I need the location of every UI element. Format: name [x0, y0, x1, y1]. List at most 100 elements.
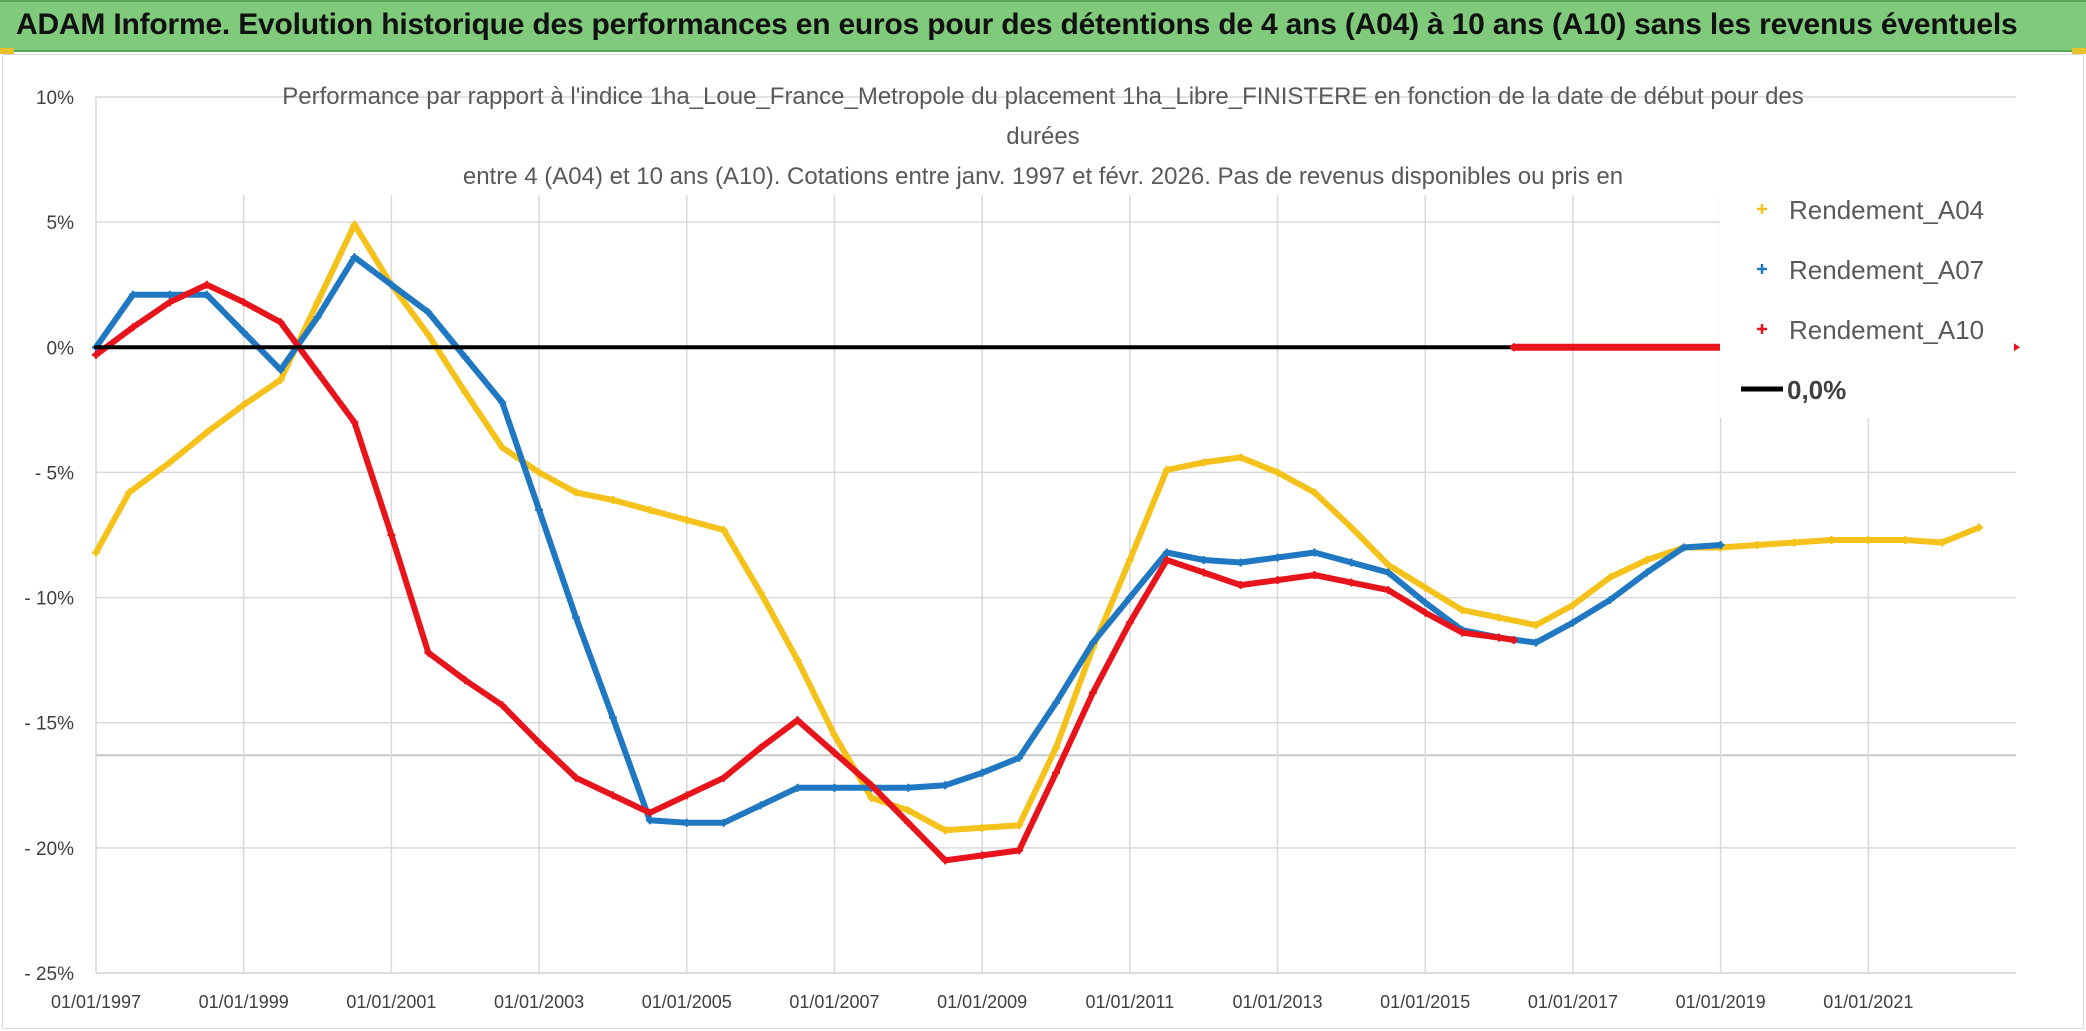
y-tick-label: - 5% — [35, 463, 74, 484]
y-tick-label: - 25% — [24, 964, 74, 985]
chart-title-line: entre 4 (A04) et 10 ans (A10). Cotations… — [463, 163, 1623, 190]
data-point — [682, 791, 691, 800]
legend-background — [1720, 182, 2020, 418]
data-point — [128, 323, 137, 332]
data-point — [1125, 593, 1134, 602]
x-tick-label: 01/01/2015 — [1380, 992, 1470, 1012]
data-point — [1384, 561, 1393, 570]
data-point — [756, 801, 765, 810]
data-point — [424, 330, 433, 339]
data-point — [1199, 568, 1208, 577]
data-point — [1199, 556, 1208, 565]
x-tick-label: 01/01/2011 — [1085, 992, 1174, 1012]
data-point — [92, 548, 100, 557]
legend-item: 0,0% — [1741, 375, 1846, 405]
data-point — [461, 388, 470, 397]
data-point — [719, 773, 728, 782]
data-point — [904, 806, 913, 815]
data-point — [313, 368, 322, 377]
data-point — [1568, 618, 1577, 627]
data-point — [756, 588, 765, 597]
y-tick-label: 0% — [47, 338, 75, 359]
x-tick-label: 01/01/2005 — [642, 992, 732, 1012]
data-point — [1088, 638, 1097, 647]
data-point — [941, 856, 950, 865]
data-point — [202, 428, 211, 437]
y-tick-label: - 20% — [24, 839, 74, 860]
x-tick-label: 01/01/1999 — [199, 992, 289, 1012]
x-tick-label: 01/01/2017 — [1528, 992, 1618, 1012]
data-point — [1568, 601, 1577, 610]
data-point — [387, 531, 396, 539]
data-point — [1236, 581, 1245, 590]
series-end-marker — [2014, 343, 2020, 352]
data-point — [978, 851, 987, 860]
data-point — [1679, 543, 1688, 552]
x-tick-label: 01/01/2009 — [937, 992, 1027, 1012]
x-tick-label: 01/01/2019 — [1676, 992, 1766, 1012]
data-point — [1509, 636, 1518, 645]
data-point — [1753, 541, 1762, 550]
data-point — [941, 826, 950, 835]
data-point — [461, 676, 470, 685]
x-tick-label: 01/01/1997 — [51, 992, 141, 1012]
data-point — [1790, 538, 1799, 547]
data-point — [608, 791, 617, 800]
banner-corner-right — [2072, 48, 2086, 54]
data-point — [1347, 523, 1356, 532]
data-point — [1495, 633, 1504, 642]
x-tick-label: 01/01/2021 — [1823, 992, 1913, 1012]
data-point — [276, 375, 285, 384]
data-point — [1975, 523, 1984, 532]
data-point — [904, 818, 913, 827]
report-banner: ADAM Informe. Evolution historique des p… — [0, 0, 2086, 54]
data-point — [608, 713, 617, 722]
data-point — [125, 488, 134, 497]
data-point — [1273, 553, 1282, 562]
data-point — [793, 656, 802, 665]
data-point — [904, 783, 913, 792]
data-point — [1532, 621, 1540, 630]
data-point — [645, 816, 654, 825]
data-point — [1347, 578, 1356, 587]
data-point — [756, 743, 765, 752]
data-point — [1495, 613, 1504, 622]
data-point — [276, 318, 285, 327]
data-point — [498, 443, 507, 452]
data-point — [535, 505, 544, 514]
data-point — [239, 328, 248, 337]
data-point — [535, 738, 544, 747]
data-point — [1532, 638, 1540, 647]
data-point — [719, 525, 728, 534]
data-point — [1310, 548, 1319, 557]
data-point — [867, 781, 876, 790]
legend-item: Rendement_A10 — [1757, 315, 1984, 345]
data-point — [830, 748, 839, 757]
series-line-0 — [93, 221, 1983, 834]
data-point — [1273, 576, 1282, 585]
data-point — [1236, 558, 1245, 567]
data-point — [1642, 556, 1651, 565]
legend-item: Rendement_A07 — [1757, 255, 1984, 285]
data-point — [1162, 548, 1171, 557]
data-point — [1088, 688, 1097, 697]
data-point — [978, 768, 987, 777]
data-point — [645, 505, 654, 514]
data-point — [1605, 596, 1614, 605]
data-point — [719, 818, 728, 827]
chart-legend: Rendement_A04 Rendement_A07 Rendement_A10 0… — [1720, 182, 2020, 418]
data-point — [1125, 556, 1134, 565]
data-point — [1199, 458, 1208, 467]
data-point — [202, 290, 211, 299]
data-point — [165, 290, 174, 299]
data-point — [1642, 568, 1651, 577]
data-point — [313, 298, 322, 307]
data-point — [1509, 343, 1518, 352]
data-point — [1273, 468, 1282, 477]
data-point — [1310, 571, 1319, 580]
data-point — [1605, 573, 1614, 582]
legend-item: Rendement_A04 — [1757, 195, 1984, 225]
data-point — [461, 353, 470, 362]
data-point — [1421, 583, 1430, 592]
